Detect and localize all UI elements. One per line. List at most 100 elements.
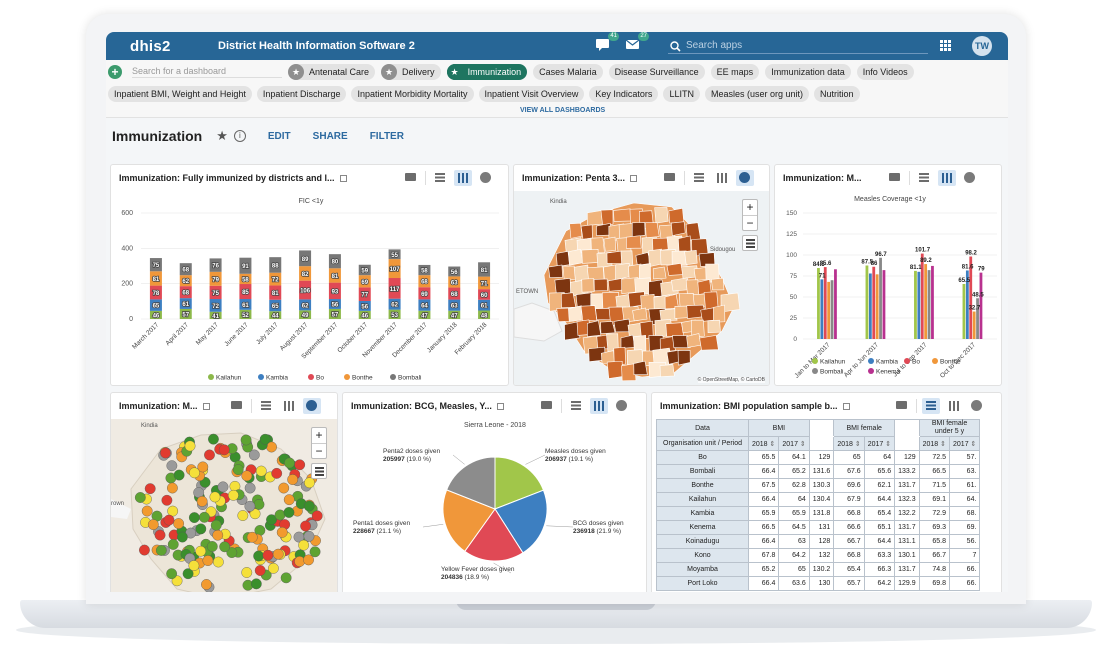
- open-external-icon[interactable]: [202, 403, 210, 410]
- district-polygon[interactable]: [659, 308, 678, 322]
- facility-dot[interactable]: [167, 482, 178, 494]
- bar-segment-bombali[interactable]: [209, 258, 222, 272]
- facility-dot[interactable]: [246, 531, 258, 543]
- interpretations-icon[interactable]: [893, 398, 911, 414]
- district-polygon[interactable]: [548, 264, 563, 278]
- value-cell[interactable]: 67.5: [747, 478, 780, 493]
- value-cell[interactable]: 131.7: [894, 562, 920, 577]
- open-external-icon[interactable]: [630, 175, 638, 182]
- org-unit-cell[interactable]: Kono: [656, 548, 749, 563]
- zoom-out-button[interactable]: −: [312, 443, 326, 458]
- value-cell[interactable]: 131.7: [894, 520, 920, 535]
- district-polygon[interactable]: [672, 335, 691, 348]
- period-header[interactable]: 2018 ⇕: [833, 436, 865, 451]
- dashboard-chip-measles-user-org-unit-[interactable]: Measles (user org unit): [704, 86, 809, 102]
- interpretations-icon[interactable]: [228, 398, 246, 414]
- filter-button[interactable]: FILTER: [369, 130, 404, 142]
- bar-segment-bombali[interactable]: [328, 254, 341, 269]
- facility-dot[interactable]: [155, 544, 167, 556]
- facility-dot[interactable]: [303, 530, 315, 542]
- value-cell[interactable]: 69.3: [918, 520, 951, 535]
- bar-kailahun[interactable]: [914, 270, 917, 339]
- table-view-icon[interactable]: [915, 170, 933, 186]
- value-cell[interactable]: 64.: [949, 492, 981, 507]
- bar-segment-bombali[interactable]: [478, 262, 491, 277]
- org-unit-cell[interactable]: Koinadugu: [656, 534, 749, 549]
- org-unit-cell[interactable]: Moyamba: [656, 562, 749, 577]
- bar-segment-kailahun[interactable]: [149, 310, 162, 319]
- district-polygon[interactable]: [699, 334, 719, 351]
- value-cell[interactable]: 131: [808, 520, 835, 535]
- value-cell[interactable]: 65.1: [863, 520, 896, 535]
- facility-dot[interactable]: [259, 433, 271, 445]
- facility-dot[interactable]: [173, 469, 185, 481]
- bar-bonthe[interactable]: [827, 281, 831, 339]
- user-avatar[interactable]: TW: [972, 36, 992, 56]
- bar-segment-bo[interactable]: [149, 285, 162, 300]
- interpretations-icon[interactable]: 27: [625, 32, 649, 50]
- facility-dot[interactable]: [166, 568, 178, 580]
- dashboard-chip-immunization-data[interactable]: Immunization data: [765, 64, 851, 80]
- dashboard-search-input[interactable]: Search for a dashboard: [132, 66, 282, 78]
- district-polygon[interactable]: [615, 263, 631, 280]
- bar-bo[interactable]: [920, 253, 924, 339]
- bar-segment-bonthe[interactable]: [269, 272, 282, 286]
- value-cell[interactable]: 65.4: [863, 506, 896, 521]
- value-cell[interactable]: 65: [778, 562, 810, 577]
- legend-label[interactable]: Bonthe: [940, 359, 961, 366]
- bar-segment-kailahun[interactable]: [179, 308, 192, 319]
- value-cell[interactable]: 64.1: [778, 450, 810, 465]
- value-cell[interactable]: 130: [808, 576, 835, 591]
- bar-segment-kailahun[interactable]: [388, 309, 401, 319]
- value-cell[interactable]: 65.5: [747, 450, 780, 465]
- bar-segment-bonthe[interactable]: [358, 275, 371, 288]
- map-view-icon[interactable]: [303, 398, 321, 414]
- value-cell[interactable]: 65.2: [747, 562, 780, 577]
- bar-segment-bonthe[interactable]: [209, 271, 222, 286]
- facility-dot[interactable]: [219, 541, 231, 553]
- district-polygon[interactable]: [633, 360, 648, 376]
- district-polygon[interactable]: [668, 207, 685, 224]
- value-cell[interactable]: 67.8: [747, 548, 780, 563]
- facility-dot[interactable]: [283, 507, 295, 518]
- value-cell[interactable]: 56.: [949, 534, 981, 549]
- facility-dot[interactable]: [226, 547, 238, 558]
- value-cell[interactable]: 63: [778, 534, 810, 549]
- org-unit-cell[interactable]: Kambia: [656, 506, 749, 521]
- bar-kenema[interactable]: [834, 269, 837, 339]
- bar-bonthe[interactable]: [972, 311, 976, 339]
- district-polygon[interactable]: [707, 319, 721, 333]
- bar-segment-bombali[interactable]: [418, 264, 431, 276]
- facility-dot[interactable]: [280, 572, 292, 584]
- district-polygon[interactable]: [568, 305, 582, 322]
- facility-dot[interactable]: [232, 464, 244, 476]
- facility-dot[interactable]: [195, 545, 207, 557]
- value-cell[interactable]: 71.5: [918, 478, 951, 493]
- legend-label[interactable]: Bombali: [820, 369, 843, 376]
- value-cell[interactable]: 65.6: [863, 464, 896, 479]
- district-polygon[interactable]: [665, 322, 685, 337]
- period-header[interactable]: 2017 ⇕: [949, 436, 981, 451]
- district-polygon[interactable]: [569, 222, 583, 239]
- facility-dot[interactable]: [209, 491, 221, 503]
- legend-label[interactable]: Kambia: [876, 359, 898, 366]
- legend-label[interactable]: Bonthe: [352, 375, 373, 382]
- district-polygon[interactable]: [684, 249, 698, 266]
- value-cell[interactable]: 67.9: [833, 492, 865, 507]
- value-cell[interactable]: 72.9: [918, 506, 951, 521]
- district-polygon[interactable]: [659, 364, 675, 378]
- district-polygon[interactable]: [613, 208, 633, 222]
- facility-dot[interactable]: [303, 554, 314, 566]
- period-header[interactable]: 2018 ⇕: [918, 436, 951, 451]
- bar-segment-bonthe[interactable]: [239, 273, 252, 285]
- district-polygon[interactable]: [593, 278, 608, 292]
- facility-dot[interactable]: [139, 544, 150, 556]
- value-cell[interactable]: 129: [808, 450, 835, 465]
- facility-dot[interactable]: [284, 457, 295, 469]
- info-icon[interactable]: i: [233, 130, 246, 142]
- bar-segment-kailahun[interactable]: [299, 310, 312, 319]
- sort-icon[interactable]: ⇕: [968, 440, 977, 448]
- value-cell[interactable]: 62.8: [778, 478, 810, 493]
- value-cell[interactable]: 65.9: [778, 506, 810, 521]
- facility-dot[interactable]: [244, 482, 256, 494]
